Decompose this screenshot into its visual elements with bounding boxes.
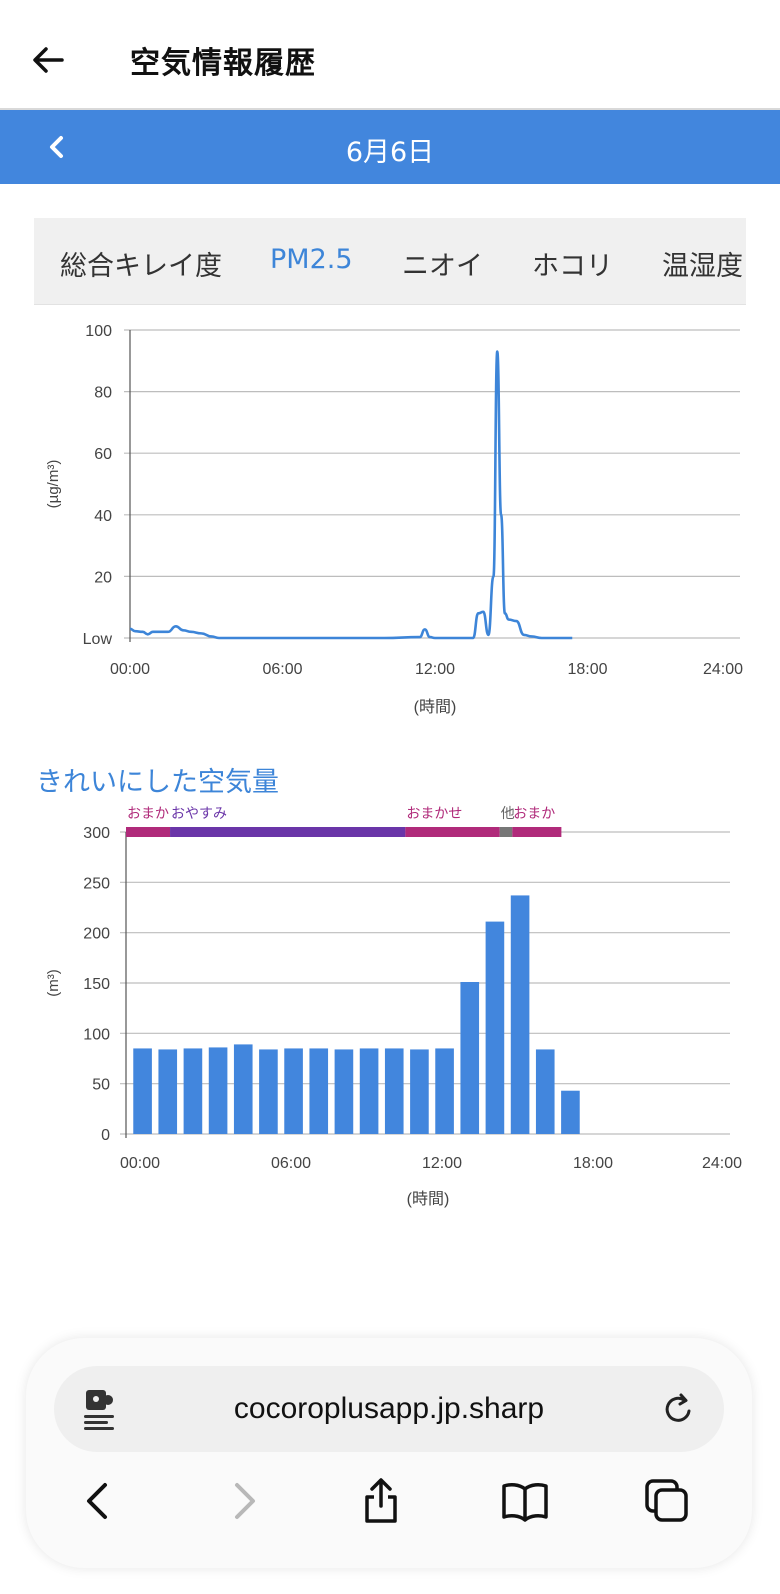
- clean-air-bar: [561, 1090, 580, 1134]
- y-tick-label: 100: [85, 323, 112, 340]
- pm25-line-chart: Low 20 40 60 80 100 00:00 06:00 12:00 18:00 24:00 (…: [45, 323, 743, 716]
- clean-air-bar: [435, 1048, 454, 1134]
- clean-air-bar-chart: 0 50 100 150 200 250 300 00:00 06:00 12:00 18:00 24…: [45, 805, 742, 1208]
- current-date: 6月6日: [345, 137, 435, 168]
- clean-air-bar: [259, 1049, 278, 1134]
- mode-band-segment: [512, 827, 562, 837]
- tab-temp-humidity[interactable]: 温湿度: [662, 251, 743, 282]
- y-tick-label: 60: [94, 446, 112, 463]
- mode-band-label: 他: [501, 805, 515, 821]
- x-tick-label: 06:00: [262, 661, 302, 678]
- bookmarks-icon[interactable]: [500, 1476, 550, 1526]
- clean-air-section-title: きれいにした空気量: [36, 767, 279, 798]
- y-axis-label: (µg/m³): [45, 460, 62, 509]
- x-tick-label: 00:00: [110, 661, 150, 678]
- clean-air-bar: [158, 1049, 178, 1134]
- clean-air-bar: [334, 1049, 354, 1134]
- clean-air-bar: [384, 1048, 404, 1134]
- page-title: 空気情報履歴: [130, 46, 316, 81]
- clean-air-bar: [359, 1048, 379, 1134]
- address-bar[interactable]: cocoroplusapp.jp.sharp: [54, 1366, 724, 1452]
- clean-air-bar: [183, 1048, 203, 1134]
- x-tick-label: 24:00: [702, 1155, 742, 1172]
- tab-odor[interactable]: ニオイ: [402, 251, 483, 282]
- mode-band-segment: [405, 827, 500, 837]
- clean-air-bar: [233, 1044, 253, 1134]
- tab-dust[interactable]: ホコリ: [532, 251, 613, 282]
- x-tick-label: 06:00: [271, 1155, 311, 1172]
- y-tick-label: 0: [101, 1127, 110, 1144]
- x-axis-label: (時間): [414, 698, 457, 716]
- y-tick-label: 40: [94, 508, 112, 525]
- back-arrow-icon[interactable]: [28, 40, 68, 80]
- y-tick-label: 80: [94, 385, 112, 402]
- previous-day-icon[interactable]: [40, 130, 74, 164]
- extension-icon[interactable]: [80, 1386, 120, 1432]
- clean-air-bar: [309, 1048, 329, 1134]
- mode-band-segment: [170, 827, 406, 837]
- app-bar: 空気情報履歴: [0, 0, 780, 110]
- clean-air-bar: [485, 921, 505, 1134]
- y-tick-label: Low: [83, 631, 113, 648]
- mode-band-label: おまか: [127, 805, 169, 821]
- x-tick-label: 12:00: [422, 1155, 462, 1172]
- browser-forward-icon[interactable]: [218, 1476, 268, 1526]
- y-tick-label: 200: [83, 926, 110, 943]
- y-tick-label: 20: [94, 569, 112, 586]
- clean-air-bar: [133, 1048, 152, 1134]
- browser-back-icon[interactable]: [74, 1476, 124, 1526]
- x-axis-label: (時間): [407, 1190, 450, 1208]
- clean-air-bar: [535, 1049, 555, 1134]
- tabs-overview-icon[interactable]: [642, 1476, 692, 1526]
- x-tick-label: 12:00: [415, 661, 455, 678]
- tab-overall-cleanliness[interactable]: 総合キレイ度: [60, 251, 222, 282]
- x-tick-label: 00:00: [120, 1155, 160, 1172]
- x-tick-label: 18:00: [567, 661, 607, 678]
- mode-band-segment: [126, 827, 171, 837]
- url-text: cocoroplusapp.jp.sharp: [233, 1392, 545, 1425]
- y-tick-label: 300: [83, 825, 110, 842]
- metric-tabs: 総合キレイ度 PM2.5 ニオイ ホコリ 温湿度: [34, 218, 746, 305]
- clean-air-bar: [410, 1049, 429, 1134]
- x-tick-label: 24:00: [703, 661, 743, 678]
- clean-air-bar: [460, 981, 480, 1134]
- browser-toolbar: cocoroplusapp.jp.sharp: [26, 1338, 752, 1568]
- y-tick-label: 50: [92, 1077, 110, 1094]
- mode-band-label: おやすみ: [171, 805, 227, 821]
- y-tick-label: 250: [83, 875, 110, 892]
- reload-icon[interactable]: [660, 1390, 698, 1428]
- pm25-series-line: [129, 350, 573, 640]
- x-tick-label: 18:00: [573, 1155, 613, 1172]
- date-bar: 6月6日: [0, 110, 780, 184]
- y-tick-label: 100: [83, 1026, 110, 1043]
- mode-band-segment: [499, 827, 513, 837]
- y-axis-label: (m³): [45, 969, 62, 996]
- y-tick-label: 150: [83, 976, 110, 993]
- clean-air-bar: [510, 895, 530, 1134]
- clean-air-bar: [284, 1048, 303, 1134]
- share-icon[interactable]: [356, 1476, 406, 1526]
- mode-band-label: おまかせ: [406, 805, 462, 821]
- mode-band-label: おまか: [513, 805, 555, 821]
- tab-pm25[interactable]: PM2.5: [270, 244, 353, 275]
- clean-air-bar: [208, 1047, 228, 1134]
